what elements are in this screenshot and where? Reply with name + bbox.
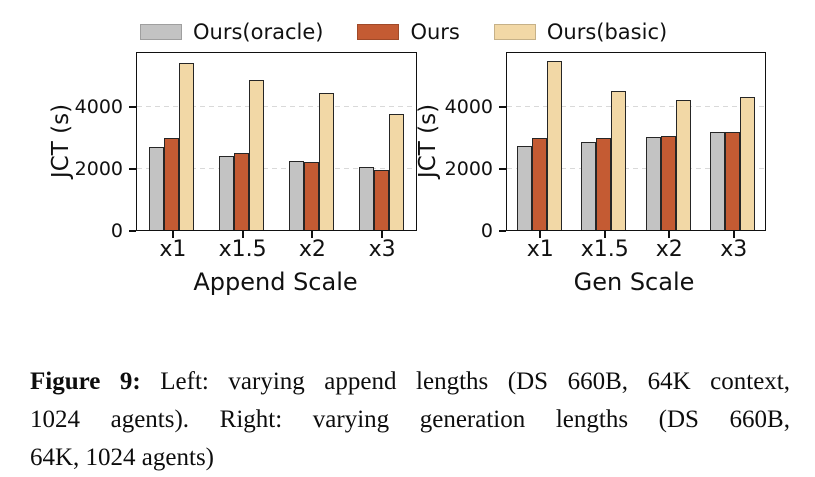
y-tick-mark bbox=[499, 167, 506, 170]
y-tick-label: 0 bbox=[480, 220, 493, 242]
x-tick-label: x1.5 bbox=[580, 237, 629, 262]
chart-gen-scale: JCT (s) Gen Scale x1 x1.5 x2 x3 0 2000 4000 bbox=[400, 50, 766, 305]
bar-ours-basic--x2 bbox=[318, 92, 334, 230]
x-tick-mark bbox=[381, 231, 384, 238]
bar-ours-basic--x2 bbox=[675, 100, 691, 230]
legend-label: Ours(oracle) bbox=[193, 20, 324, 44]
bar-ours-x3 bbox=[725, 131, 741, 230]
x-tick-label: x2 bbox=[655, 237, 683, 262]
x-tick-label: x3 bbox=[720, 237, 748, 262]
bar-ours-oracle--x3 bbox=[358, 166, 374, 230]
gridline bbox=[507, 167, 765, 169]
bar-ours-x1 bbox=[531, 137, 547, 230]
x-tick-mark bbox=[603, 231, 606, 238]
legend-label: Ours(basic) bbox=[546, 20, 668, 44]
bar-ours-basic--x1 bbox=[179, 62, 195, 230]
legend-label: Ours bbox=[410, 20, 460, 44]
bar-ours-x3 bbox=[373, 169, 389, 230]
bar-ours-basic--x1.5 bbox=[611, 91, 627, 230]
bar-ours-oracle--x1 bbox=[516, 146, 532, 230]
legend-swatch bbox=[493, 24, 536, 40]
x-tick-label: x1 bbox=[159, 237, 187, 262]
x-tick-mark bbox=[539, 231, 542, 238]
bar-ours-oracle--x1.5 bbox=[581, 141, 597, 230]
gridline bbox=[137, 167, 416, 169]
bar-ours-x1 bbox=[164, 138, 180, 230]
bar-ours-x2 bbox=[660, 135, 676, 230]
legend-swatch bbox=[140, 24, 182, 40]
x-tick-label: x2 bbox=[298, 237, 326, 262]
gridline bbox=[507, 105, 765, 107]
x-tick-mark bbox=[732, 231, 735, 238]
x-tick-mark bbox=[668, 231, 671, 238]
chart-append-scale: JCT (s) Append Scale x1 x1.5 x2 x3 0 2000 4000 bbox=[30, 50, 417, 305]
y-tick-mark bbox=[129, 105, 136, 108]
y-tick-mark bbox=[129, 167, 136, 170]
x-axis-title: Gen Scale bbox=[573, 268, 695, 296]
bar-ours-basic--x3 bbox=[388, 114, 404, 230]
bar-ours-oracle--x1.5 bbox=[219, 155, 235, 230]
y-tick-mark bbox=[129, 230, 136, 232]
bar-ours-x2 bbox=[303, 162, 319, 230]
caption-figure-tag: Figure 9: bbox=[30, 368, 141, 395]
x-tick-label: x3 bbox=[368, 237, 396, 262]
y-tick-label: 4000 bbox=[74, 95, 123, 118]
caption-text: 64K, 1024 agents) bbox=[30, 444, 214, 471]
bar-ours-oracle--x3 bbox=[710, 132, 726, 230]
x-axis-title: Append Scale bbox=[193, 268, 358, 296]
y-tick-label: 2000 bbox=[444, 157, 493, 180]
x-tick-mark bbox=[311, 231, 314, 238]
legend-item: Ours bbox=[357, 20, 460, 44]
bar-ours-x1.5 bbox=[596, 138, 612, 230]
x-tick-label: x1.5 bbox=[218, 237, 267, 262]
bar-ours-basic--x3 bbox=[740, 97, 756, 230]
legend-item: Ours(oracle) bbox=[140, 20, 323, 44]
y-tick-mark bbox=[499, 105, 506, 108]
bar-ours-oracle--x1 bbox=[149, 146, 165, 230]
caption-line: 64K, 1024 agents) bbox=[30, 439, 790, 477]
caption-line: Figure 9: Left: varying append lengths (… bbox=[30, 363, 790, 401]
chart-legend: Ours(oracle) Ours Ours(basic) bbox=[140, 20, 667, 44]
caption-text: Left: varying append lengths (DS 660B, 6… bbox=[160, 368, 791, 395]
x-tick-mark bbox=[171, 231, 174, 238]
figure-caption: Figure 9: Left: varying append lengths (… bbox=[30, 363, 790, 477]
plot-area bbox=[506, 52, 766, 231]
y-tick-label: 4000 bbox=[444, 95, 493, 118]
bar-ours-basic--x1.5 bbox=[249, 80, 265, 230]
x-tick-mark bbox=[241, 231, 244, 238]
y-tick-mark bbox=[499, 230, 506, 232]
x-tick-label: x1 bbox=[526, 237, 554, 262]
plot-area bbox=[136, 52, 417, 231]
bar-ours-oracle--x2 bbox=[288, 160, 304, 230]
gridline bbox=[137, 105, 416, 107]
caption-text: 1024 agents). Right: varying generation … bbox=[30, 406, 790, 433]
y-tick-label: 2000 bbox=[74, 157, 123, 180]
bar-ours-basic--x1 bbox=[546, 61, 562, 230]
legend-item: Ours(basic) bbox=[493, 20, 668, 44]
y-tick-label: 0 bbox=[110, 220, 123, 242]
caption-line: 1024 agents). Right: varying generation … bbox=[30, 401, 790, 439]
bar-ours-oracle--x2 bbox=[645, 137, 661, 230]
legend-swatch bbox=[357, 24, 400, 40]
bar-ours-x1.5 bbox=[234, 152, 250, 230]
